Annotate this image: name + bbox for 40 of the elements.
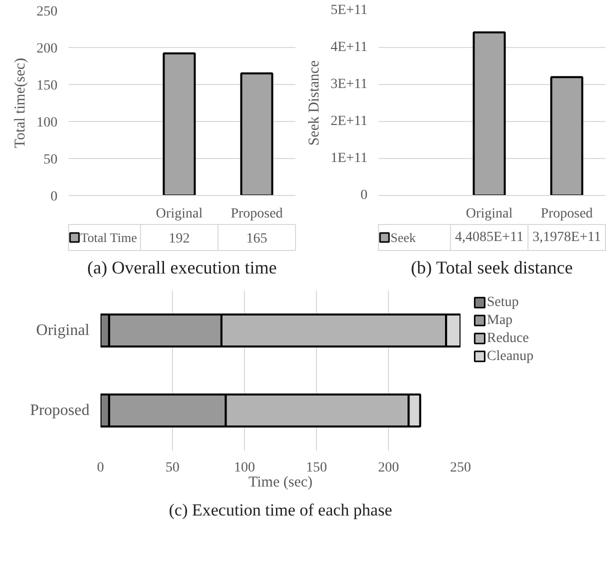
y-axis-title: Total time(sec)	[12, 58, 28, 148]
legend-label: Setup	[486, 295, 519, 310]
x-tick-label: 200	[378, 460, 399, 476]
legend-label: Seek	[390, 230, 416, 245]
legend-label: Total Time	[80, 230, 138, 245]
x-tick-label: 50	[166, 460, 180, 476]
legend-label: Map	[486, 313, 513, 328]
y-tick-label: Proposed	[30, 402, 90, 419]
data-label: 165	[246, 232, 268, 246]
text: (c) Execution time of each phase	[168, 500, 392, 520]
x-tick-label: 250	[450, 460, 471, 476]
text: (b) Total seek distance	[410, 258, 573, 278]
y-axis-title: Seek Distance	[306, 60, 323, 146]
data-label: 4,4085E+11	[455, 230, 524, 245]
x-tick-label: Original	[156, 206, 203, 222]
x-tick-label: 150	[306, 460, 327, 476]
y-tick-label: 3E+11	[330, 77, 368, 92]
data-label: 192	[168, 232, 190, 246]
y-tick-label: Original	[36, 322, 90, 339]
y-tick-label: 150	[36, 78, 58, 94]
y-tick-label: 2E+11	[330, 114, 368, 129]
y-tick-label: 50	[44, 152, 58, 168]
x-axis-title: Time (sec)	[248, 474, 313, 490]
y-tick-label: 250	[36, 4, 58, 20]
x-tick-label: 100	[234, 460, 255, 476]
y-tick-label: 4E+11	[330, 40, 368, 55]
data-label: 3,1978E+11	[532, 230, 601, 245]
y-tick-label: 5E+11	[330, 3, 368, 18]
x-tick-label: Proposed	[230, 206, 283, 222]
y-tick-label: 0	[360, 188, 368, 203]
y-tick-label: 100	[36, 116, 58, 130]
legend-label: Cleanup	[486, 348, 534, 364]
x-tick-label: Original	[466, 206, 513, 222]
x-tick-label: 0	[97, 460, 104, 476]
y-tick-label: 0	[50, 190, 58, 204]
legend-label: Reduce	[486, 330, 529, 346]
y-tick-label: 1E+11	[330, 151, 368, 166]
y-tick-label: 200	[36, 42, 58, 56]
text: (a) Overall execution time	[87, 258, 277, 278]
x-tick-label: Proposed	[540, 206, 593, 222]
